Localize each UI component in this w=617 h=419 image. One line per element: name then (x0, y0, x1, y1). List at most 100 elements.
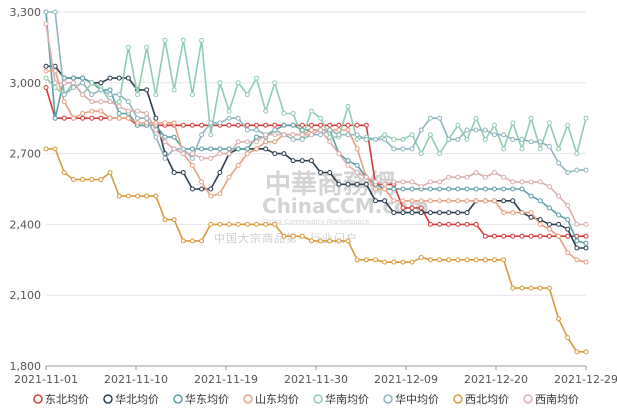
data-point (446, 186, 452, 192)
data-point (382, 136, 388, 142)
legend-item[interactable]: 山东均价 (243, 393, 299, 406)
data-point (510, 120, 516, 126)
data-point (409, 179, 415, 185)
data-point (281, 233, 287, 239)
data-point (80, 115, 86, 121)
data-point (199, 37, 205, 43)
data-point (107, 87, 113, 93)
data-point (281, 151, 287, 157)
data-point (171, 146, 177, 152)
data-point (455, 210, 461, 216)
data-point (199, 146, 205, 152)
data-point (199, 238, 205, 244)
data-point (254, 122, 260, 128)
data-point (290, 122, 296, 128)
data-point (98, 99, 104, 105)
data-point (391, 136, 397, 142)
data-point (372, 198, 378, 204)
data-point (290, 233, 296, 239)
y-tick-label: 1,800 (10, 360, 42, 373)
axes: 1,800 2,100 2,400 2,700 3,000 3,300 2021-11-01… (10, 6, 617, 386)
data-point (372, 257, 378, 263)
x-tick-label: 2021-12-29 (554, 373, 617, 386)
data-point (418, 151, 424, 157)
data-point (363, 181, 369, 187)
legend-marker-icon (383, 394, 393, 404)
data-point (464, 186, 470, 192)
data-point (308, 158, 314, 164)
data-point (244, 221, 250, 227)
data-point (473, 127, 479, 133)
legend-item[interactable]: 华中均价 (383, 392, 439, 406)
data-point (308, 127, 314, 133)
data-point (308, 108, 314, 114)
data-point (546, 226, 552, 232)
x-tick-label: 2021-11-01 (14, 373, 78, 386)
data-point (153, 92, 159, 98)
data-point (70, 115, 76, 121)
legend-item[interactable]: 华南均价 (313, 392, 369, 406)
data-point (546, 120, 552, 126)
data-point (244, 139, 250, 145)
legend-item[interactable]: 东北均价 (33, 393, 89, 406)
data-point (372, 186, 378, 192)
data-point (189, 92, 195, 98)
data-point (400, 186, 406, 192)
data-point (409, 198, 415, 204)
data-point (418, 198, 424, 204)
data-point (162, 139, 168, 145)
data-point (153, 134, 159, 140)
legend-marker-icon (523, 394, 533, 404)
data-point (528, 115, 534, 121)
legend-item[interactable]: 西南均价 (523, 393, 579, 406)
legend-label: 华北均价 (115, 392, 159, 406)
data-point (336, 132, 342, 138)
legend[interactable]: 东北均价 华北均价 华东均价 山东均价 华南均价 华中均价 西北均价 西南均价 (33, 392, 579, 406)
data-point (125, 75, 131, 81)
y-tick-label: 2,100 (10, 289, 42, 302)
data-point (345, 122, 351, 128)
data-point (363, 122, 369, 128)
data-point (491, 257, 497, 263)
series-5 (43, 9, 589, 175)
data-point (464, 221, 470, 227)
data-point (510, 179, 516, 185)
data-point (254, 139, 260, 145)
data-point (446, 221, 452, 227)
x-tick-label: 2021-12-20 (464, 373, 528, 386)
data-point (583, 349, 589, 355)
series-line (45, 39, 587, 155)
data-point (327, 127, 333, 133)
data-point (546, 205, 552, 211)
data-point (162, 134, 168, 140)
data-point (363, 257, 369, 263)
legend-item[interactable]: 华北均价 (103, 392, 159, 406)
series-6 (43, 146, 589, 355)
data-point (217, 146, 223, 152)
data-point (217, 120, 223, 126)
data-point (327, 134, 333, 140)
data-point (180, 238, 186, 244)
data-point (327, 238, 333, 244)
data-point (418, 127, 424, 133)
data-point (409, 259, 415, 265)
legend-item[interactable]: 华东均价 (173, 392, 229, 406)
data-point (437, 210, 443, 216)
data-point (464, 136, 470, 142)
data-point (327, 139, 333, 145)
data-point (80, 80, 86, 86)
data-point (61, 115, 67, 121)
data-point (70, 177, 76, 183)
data-point (455, 221, 461, 227)
data-point (510, 136, 516, 142)
watermark-logo: 中華商務網 ChinaCCM.com China Commodity Marke… (214, 169, 429, 245)
data-point (263, 146, 269, 152)
data-point (537, 198, 543, 204)
data-point (519, 233, 525, 239)
legend-item[interactable]: 西北均价 (453, 393, 509, 406)
data-point (70, 75, 76, 81)
data-point (135, 108, 141, 114)
data-point (162, 217, 168, 223)
data-point (409, 132, 415, 138)
data-point (546, 144, 552, 150)
